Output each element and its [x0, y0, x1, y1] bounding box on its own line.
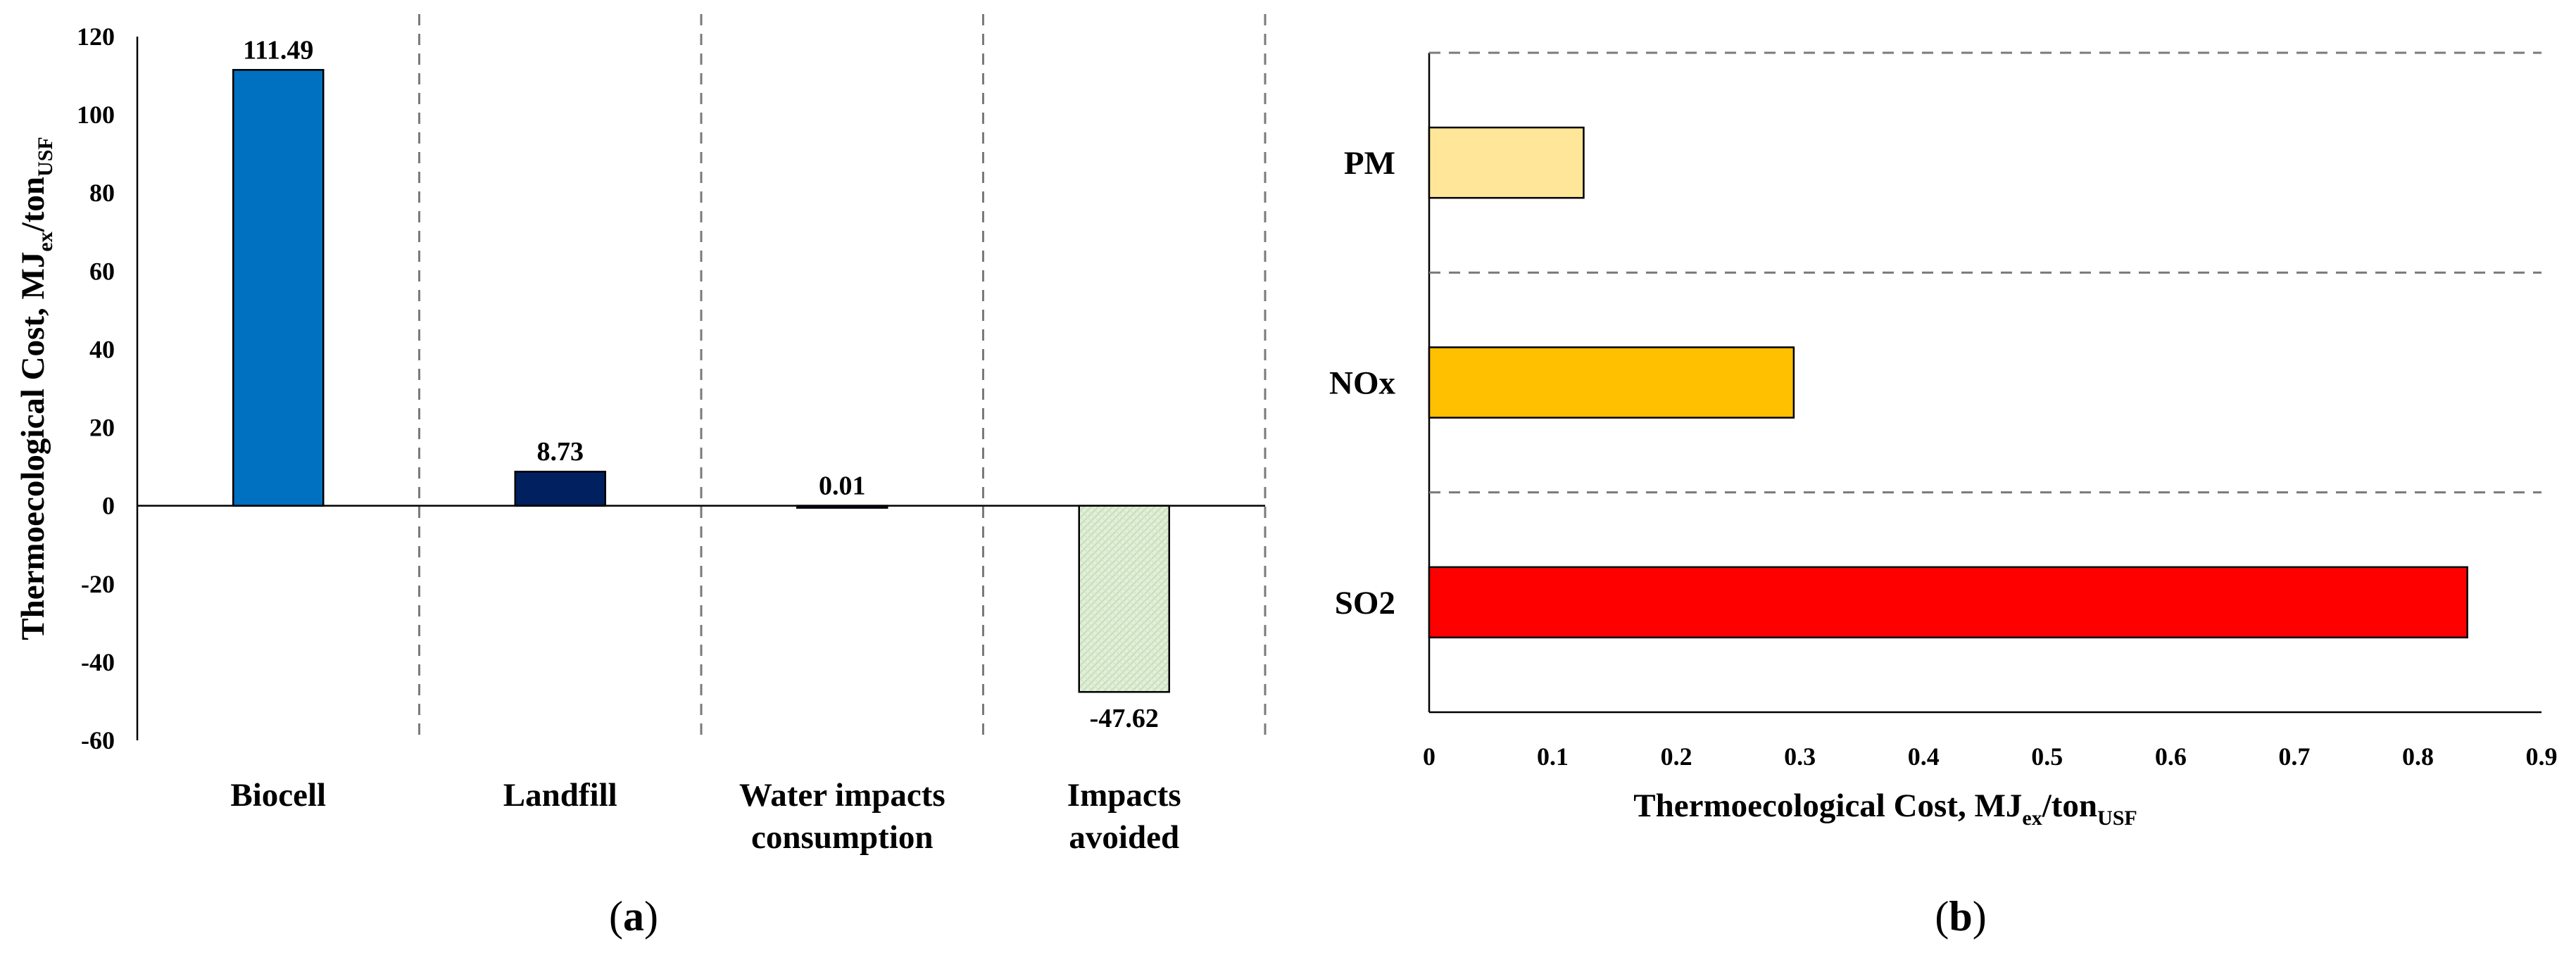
category-separators-b	[1429, 51, 2542, 494]
y-tick-label: 40	[89, 335, 115, 363]
x-tick-label: 0.8	[2402, 742, 2434, 771]
bar-biocell	[232, 69, 325, 507]
panel-label-a-open: (	[609, 893, 623, 940]
x-axis-title-sub1: ex	[2022, 807, 2042, 830]
x-category-label: Biocell	[230, 777, 326, 814]
x-tick-label: 0.4	[1908, 742, 1940, 771]
data-label: 111.49	[243, 35, 313, 65]
bar-so2	[1428, 566, 2468, 639]
data-label: 8.73	[537, 437, 584, 467]
y-axis-title-mid: /ton	[15, 177, 51, 232]
y-tick-label: 80	[89, 179, 115, 207]
y-axis-title-sub2: USF	[34, 137, 57, 177]
x-tick-label: 0.2	[1661, 742, 1692, 771]
x-category-label: consumption	[751, 819, 934, 856]
x-tick-label: 0.3	[1784, 742, 1816, 771]
bar-water-impacts-consumption	[796, 505, 888, 509]
panel-label-a-close: )	[644, 893, 658, 940]
y-tick-label: -20	[81, 570, 115, 598]
y-tick-label: -60	[81, 726, 115, 754]
chart-b: 0 0.1 0.2 0.3 0.4 0.5 0.6 0.7 0.8 0.9 PM NOx SO2 Th…	[1329, 51, 2558, 940]
x-category-label: Water impacts	[739, 777, 945, 814]
y-tick-label: 0	[102, 492, 115, 520]
bar-pm	[1428, 126, 1585, 199]
category-separators-a	[418, 14, 1267, 740]
data-label: -47.62	[1090, 704, 1159, 733]
y-category-label: NOx	[1329, 365, 1396, 402]
y-category-label: PM	[1344, 145, 1395, 182]
y-axis-title-a: Thermoecological Cost, MJex/tonUSF	[15, 137, 57, 640]
y-tick-label: 120	[77, 23, 115, 51]
panel-label-b-letter: b	[1949, 893, 1972, 940]
panel-label-a-letter: a	[623, 893, 644, 940]
x-category-label: avoided	[1069, 819, 1179, 856]
x-tick-label: 0.1	[1537, 742, 1569, 771]
bar-impacts-avoided	[1078, 505, 1170, 693]
y-tick-label: 20	[89, 414, 115, 442]
bar-landfill	[514, 470, 606, 507]
bars-b	[1428, 126, 2468, 639]
y-tick-label: 100	[77, 101, 115, 129]
bar-nox	[1428, 346, 1795, 419]
x-tick-label: 0.5	[2031, 742, 2063, 771]
x-category-label: Landfill	[503, 777, 617, 814]
data-label: 0.01	[819, 472, 866, 501]
x-axis-title-b: Thermoecological Cost, MJex/tonUSF	[1633, 788, 2137, 830]
y-axis-title-sub1: ex	[34, 232, 57, 251]
y-axis-title-main: Thermoecological Cost, MJ	[15, 252, 51, 640]
x-tick-label: 0.9	[2526, 742, 2558, 771]
y-tick-label: 60	[89, 257, 115, 285]
x-tick-labels-b: 0 0.1 0.2 0.3 0.4 0.5 0.6 0.7 0.8 0.9	[1423, 742, 2558, 771]
x-category-label: Impacts	[1067, 777, 1181, 814]
y-category-label: SO2	[1335, 585, 1395, 621]
x-tick-label: 0.7	[2278, 742, 2310, 771]
x-axis-title-sub2: USF	[2097, 807, 2137, 830]
x-axis-title-mid: /ton	[2042, 788, 2097, 824]
panel-label-b-close: )	[1973, 893, 1987, 940]
panel-label-a: (a)	[609, 893, 658, 940]
chart-a: -60 -40 -20 0 20 40 60 80 100 120 111.49 8.73 0.01 -…	[15, 14, 1267, 940]
panel-label-b-open: (	[1935, 893, 1949, 940]
x-tick-label: 0	[1423, 742, 1435, 771]
x-tick-label: 0.6	[2155, 742, 2187, 771]
panel-label-b: (b)	[1935, 893, 1986, 940]
y-category-labels-b: PM NOx SO2	[1329, 145, 1396, 621]
data-labels-a: 111.49 8.73 0.01 -47.62	[243, 35, 1159, 733]
y-tick-labels-a: -60 -40 -20 0 20 40 60 80 100 120	[77, 23, 115, 754]
x-category-labels-a: Biocell Landfill Water impacts consumption I…	[230, 777, 1181, 856]
bars-a	[232, 69, 1170, 693]
y-tick-label: -40	[81, 648, 115, 676]
x-axis-title-main: Thermoecological Cost, MJ	[1633, 788, 2022, 824]
